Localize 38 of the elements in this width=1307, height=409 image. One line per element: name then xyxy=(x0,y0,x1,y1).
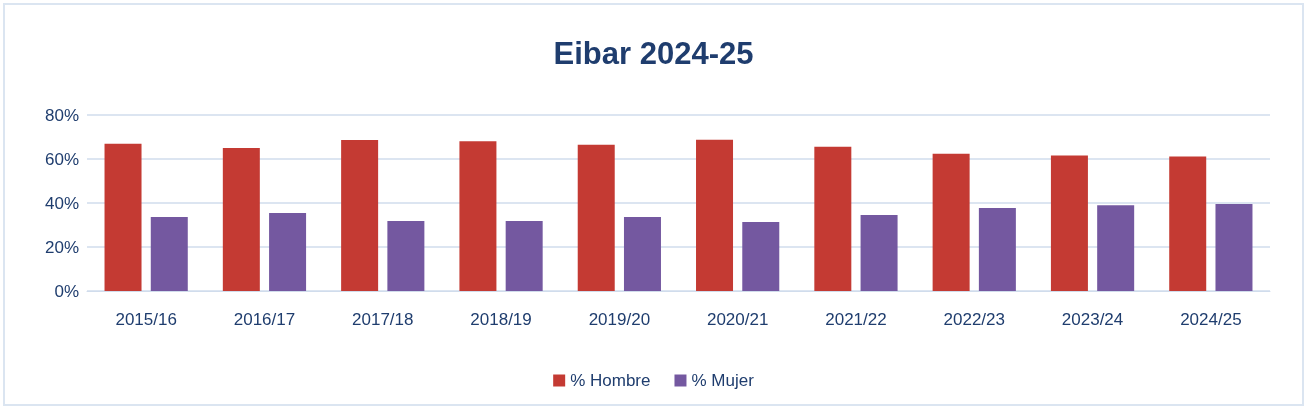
bar xyxy=(341,140,379,291)
x-tick-label: 2020/21 xyxy=(706,310,769,329)
x-tick-label: 2024/25 xyxy=(1180,310,1242,329)
bar xyxy=(1215,203,1253,291)
legend-label: % Hombre xyxy=(570,371,651,390)
bar xyxy=(623,217,661,291)
y-tick-label: 80% xyxy=(44,105,79,125)
bar xyxy=(1097,205,1135,291)
x-tick-label: 2023/24 xyxy=(1061,310,1124,329)
x-tick-label: 2019/20 xyxy=(588,310,651,329)
bar xyxy=(459,141,497,291)
x-tick-label: 2015/16 xyxy=(115,310,177,329)
y-tick-label: 0% xyxy=(54,281,79,301)
bar xyxy=(387,221,425,291)
bar xyxy=(978,208,1016,291)
bar xyxy=(814,146,852,291)
bar xyxy=(1169,156,1207,291)
bar xyxy=(150,217,188,291)
legend-label: % Mujer xyxy=(691,371,755,390)
x-tick-label: 2018/19 xyxy=(470,310,532,329)
y-tick-label: 60% xyxy=(44,149,79,169)
chart-title: Eibar 2024-25 xyxy=(553,36,754,71)
bar xyxy=(269,212,307,291)
bar xyxy=(577,144,615,291)
y-tick-label: 20% xyxy=(44,237,79,257)
bar xyxy=(696,139,734,291)
x-tick-label: 2017/18 xyxy=(352,310,414,329)
x-tick-label: 2016/17 xyxy=(233,310,296,329)
bar xyxy=(505,221,543,291)
bar xyxy=(860,214,898,291)
y-tick-label: 40% xyxy=(44,193,79,213)
bar xyxy=(222,148,260,291)
bar xyxy=(104,143,142,291)
x-tick-label: 2021/22 xyxy=(825,310,887,329)
x-tick-label: 2022/23 xyxy=(943,310,1005,329)
bar xyxy=(742,221,780,291)
bar xyxy=(932,153,970,291)
bar xyxy=(1050,155,1088,291)
